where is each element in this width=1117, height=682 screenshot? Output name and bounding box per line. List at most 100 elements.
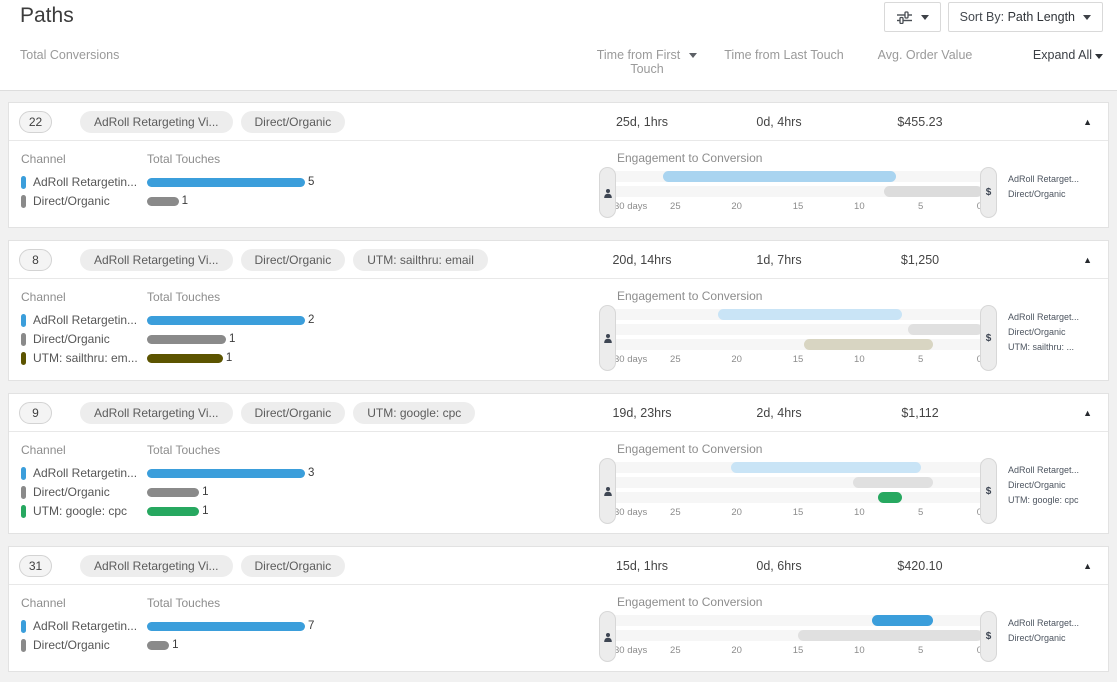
dollar-icon: $	[985, 332, 992, 344]
path-card: 8 AdRoll Retargeting Vi... Direct/Organic…	[8, 240, 1109, 381]
engagement-legend: AdRoll Retarget... Direct/Organic UTM: goo…	[1008, 462, 1094, 520]
collapse-caret-icon[interactable]: ▲	[1083, 254, 1092, 265]
engagement-end-handle[interactable]: $	[980, 611, 997, 662]
channel-list: AdRoll Retargetin... Direct/Organic UTM: s…	[21, 312, 147, 366]
engagement-tracks	[614, 615, 982, 641]
channel-item: UTM: sailthru: em...	[21, 350, 147, 366]
engagement-bar	[663, 171, 897, 182]
engagement-end-handle[interactable]: $	[980, 305, 997, 371]
axis-tick-label: 15	[792, 507, 804, 518]
touches-bar-list: 2 1 1	[147, 312, 599, 366]
axis-tick-label: 5	[918, 354, 924, 365]
axis-tick-label: 20	[731, 507, 742, 518]
sort-by-value: Path Length	[1007, 10, 1075, 24]
chevron-down-icon	[920, 14, 929, 20]
channel-color-swatch	[21, 504, 26, 518]
path-card-header: 9 AdRoll Retargeting Vi... Direct/Organic…	[9, 394, 1108, 432]
path-card-body: Channel AdRoll Retargetin... Direct/Organ…	[9, 279, 1108, 380]
collapse-caret-icon[interactable]: ▲	[1083, 407, 1092, 418]
chevron-down-icon	[1095, 54, 1103, 59]
channel-chip: AdRoll Retargeting Vi...	[80, 110, 233, 133]
collapse-caret-icon[interactable]: ▲	[1083, 560, 1092, 571]
total-touches-column-label: Total Touches	[147, 596, 221, 610]
axis-tick-label: 25	[670, 507, 681, 518]
axis-tick-label: 25	[670, 354, 681, 365]
expand-all-button[interactable]: Expand All	[995, 46, 1103, 62]
channel-column-label: Channel	[21, 290, 66, 304]
time-from-last-touch-value: 0d, 6hrs	[756, 558, 802, 573]
axis-tick-label: 15	[792, 201, 804, 212]
channel-item: Direct/Organic	[21, 193, 147, 209]
touches-value: 7	[308, 620, 315, 632]
axis-tick-label: 30 days	[614, 507, 648, 518]
engagement-start-handle[interactable]	[599, 167, 616, 218]
avg-order-value: $420.10	[897, 558, 943, 573]
axis-tick-label: 10	[854, 201, 865, 212]
touches-value: 1	[225, 352, 233, 364]
engagement-start-handle[interactable]	[599, 458, 616, 524]
channel-chips: AdRoll Retargeting Vi... Direct/Organic UT…	[80, 248, 576, 271]
axis-tick-label: 20	[731, 201, 742, 212]
channel-name: Direct/Organic	[33, 485, 110, 499]
channel-chips: AdRoll Retargeting Vi... Direct/Organic	[80, 554, 576, 577]
touches-value: 1	[202, 505, 209, 517]
engagement-track	[614, 186, 982, 197]
channel-item: AdRoll Retargetin...	[21, 618, 147, 634]
time-from-last-touch-value: 1d, 7hrs	[756, 252, 802, 267]
engagement-tracks	[614, 171, 982, 197]
engagement-title: Engagement to Conversion	[617, 289, 763, 303]
channel-name: UTM: sailthru: em...	[33, 351, 138, 365]
engagement-legend-label: AdRoll Retarget...	[1008, 173, 1080, 184]
engagement-track	[614, 171, 982, 182]
channel-name: AdRoll Retargetin...	[33, 313, 138, 327]
time-from-first-touch-value: 19d, 23hrs	[612, 405, 672, 420]
touches-bar-row: 1	[147, 331, 599, 347]
conversions-badge: 31	[19, 554, 52, 577]
sort-by-dropdown[interactable]: Sort By: Path Length	[947, 2, 1103, 32]
collapse-caret-icon[interactable]: ▲	[1083, 116, 1092, 127]
path-card: 22 AdRoll Retargeting Vi... Direct/Organi…	[8, 102, 1109, 228]
engagement-title: Engagement to Conversion	[617, 595, 763, 609]
engagement-legend-label: Direct/Organic	[1008, 632, 1066, 643]
axis-tick-label: 15	[792, 354, 804, 365]
engagement-track	[614, 462, 982, 473]
channel-column-label: Channel	[21, 152, 66, 166]
time-from-first-touch-value: 25d, 1hrs	[615, 114, 669, 129]
path-card-header: 22 AdRoll Retargeting Vi... Direct/Organi…	[9, 103, 1108, 141]
engagement-legend-label: Direct/Organic	[1008, 326, 1066, 337]
path-card-body: Channel AdRoll Retargetin... Direct/Organ…	[9, 585, 1108, 671]
path-list: 22 AdRoll Retargeting Vi... Direct/Organi…	[0, 91, 1117, 672]
engagement-legend-label: AdRoll Retarget...	[1008, 464, 1080, 475]
path-card: 31 AdRoll Retargeting Vi... Direct/Organi…	[8, 546, 1109, 672]
channel-name: Direct/Organic	[33, 194, 110, 208]
touches-bar	[147, 315, 305, 325]
engagement-start-handle[interactable]	[599, 611, 616, 662]
engagement-legend: AdRoll Retarget... Direct/Organic UTM: sai…	[1008, 309, 1094, 367]
touches-bar-row: 1	[147, 350, 599, 366]
engagement-start-handle[interactable]	[599, 305, 616, 371]
engagement-bar	[804, 339, 933, 350]
touches-value: 1	[202, 486, 209, 498]
engagement-axis: 30 days 25 20 15 10 5 0	[614, 507, 982, 520]
channel-column-label: Channel	[21, 443, 66, 457]
axis-tick-label: 10	[854, 645, 865, 656]
column-total-conversions: Total Conversions	[20, 48, 120, 62]
channel-item: Direct/Organic	[21, 484, 147, 500]
axis-tick-label: 10	[854, 354, 865, 365]
engagement-track	[614, 324, 982, 335]
total-touches-column-label: Total Touches	[147, 443, 221, 457]
axis-tick-label: 0	[977, 354, 982, 365]
axis-tick-label: 15	[792, 645, 804, 656]
engagement-bar	[798, 630, 982, 641]
touches-bar	[147, 487, 200, 497]
engagement-end-handle[interactable]: $	[980, 167, 997, 218]
engagement-axis: 30 days 25 20 15 10 5 0	[614, 645, 982, 658]
column-sort-caret-icon[interactable]	[689, 52, 698, 58]
engagement-legend-label: UTM: sailthru: ...	[1008, 341, 1075, 352]
filter-button[interactable]	[883, 2, 941, 32]
axis-tick-label: 20	[731, 645, 742, 656]
engagement-end-handle[interactable]: $	[980, 458, 997, 524]
touches-bar	[147, 177, 305, 187]
engagement-axis: 30 days 25 20 15 10 5 0	[614, 354, 982, 367]
